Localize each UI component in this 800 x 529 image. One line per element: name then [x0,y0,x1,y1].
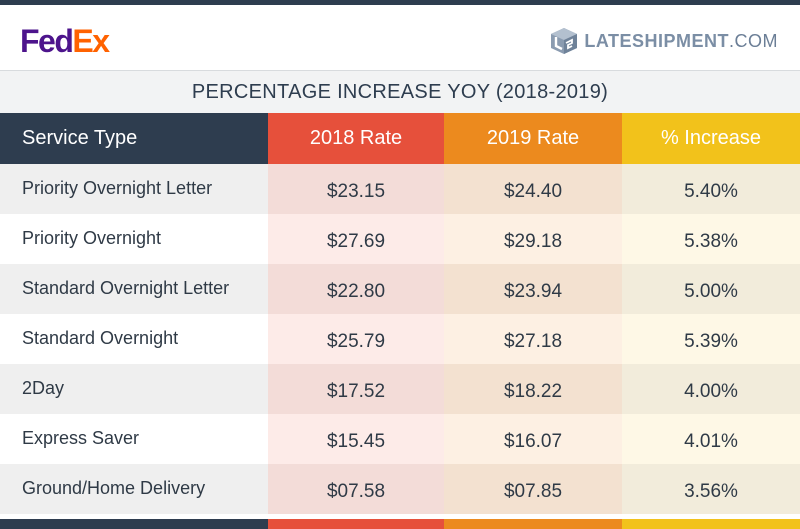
lateshipment-logo: LATESHIPMENT.COM [549,27,778,55]
table-body: Priority Overnight Letter $23.15 $24.40 … [0,164,800,514]
header-service-type: Service Type [0,113,268,164]
rate-2019-cell: $29.18 [444,214,622,264]
table-row: Priority Overnight $27.69 $29.18 5.38% [0,214,800,264]
rate-2019-cell: $23.94 [444,264,622,314]
header: FedEx LATESHIPMENT.COM [0,5,800,70]
rate-2018-cell: $23.15 [268,164,444,214]
header-increase: % Increase [622,113,800,164]
lateshipment-name: LATESHIPMENT [584,30,729,51]
service-type-cell: Express Saver [0,414,268,464]
footer-segment-service [0,519,268,529]
service-type-cell: Priority Overnight [0,214,268,264]
table-row: Standard Overnight Letter $22.80 $23.94 … [0,264,800,314]
table-header: Service Type 2018 Rate 2019 Rate % Incre… [0,113,800,164]
rate-2019-cell: $07.85 [444,464,622,514]
rate-2018-cell: $07.58 [268,464,444,514]
footer-bar [0,519,800,529]
service-type-cell: Priority Overnight Letter [0,164,268,214]
lateshipment-box-icon [551,28,578,54]
lateshipment-domain: .COM [729,30,778,51]
fedex-logo-fed: Fed [20,23,74,59]
rate-2018-cell: $27.69 [268,214,444,264]
lateshipment-wordmark: LATESHIPMENT.COM [584,31,778,52]
service-type-cell: 2Day [0,364,268,414]
increase-cell: 4.00% [622,364,800,414]
increase-cell: 5.39% [622,314,800,364]
title-bar: PERCENTAGE INCREASE YOY (2018-2019) [0,70,800,113]
footer-segment-increase [622,519,800,529]
table-row: Standard Overnight $25.79 $27.18 5.39% [0,314,800,364]
top-accent-bar [0,0,800,5]
rate-2019-cell: $24.40 [444,164,622,214]
increase-cell: 5.00% [622,264,800,314]
increase-cell: 3.56% [622,464,800,514]
rate-2018-cell: $25.79 [268,314,444,364]
rate-2018-cell: $15.45 [268,414,444,464]
table-row: 2Day $17.52 $18.22 4.00% [0,364,800,414]
rate-2018-cell: $17.52 [268,364,444,414]
rate-2019-cell: $27.18 [444,314,622,364]
rate-2019-cell: $16.07 [444,414,622,464]
table-row: Express Saver $15.45 $16.07 4.01% [0,414,800,464]
increase-cell: 5.38% [622,214,800,264]
service-type-cell: Standard Overnight [0,314,268,364]
footer-segment-2018 [268,519,444,529]
service-type-cell: Standard Overnight Letter [0,264,268,314]
increase-cell: 4.01% [622,414,800,464]
service-type-cell: Ground/Home Delivery [0,464,268,514]
increase-cell: 5.40% [622,164,800,214]
fedex-logo: FedEx [20,23,110,59]
table-row: Priority Overnight Letter $23.15 $24.40 … [0,164,800,214]
rate-2019-cell: $18.22 [444,364,622,414]
table-title: PERCENTAGE INCREASE YOY (2018-2019) [191,81,609,103]
rate-2018-cell: $22.80 [268,264,444,314]
header-2018-rate: 2018 Rate [268,113,444,164]
footer-segment-2019 [444,519,622,529]
fedex-logo-ex: Ex [72,23,110,59]
header-2019-rate: 2019 Rate [444,113,622,164]
table-row: Ground/Home Delivery $07.58 $07.85 3.56% [0,464,800,514]
